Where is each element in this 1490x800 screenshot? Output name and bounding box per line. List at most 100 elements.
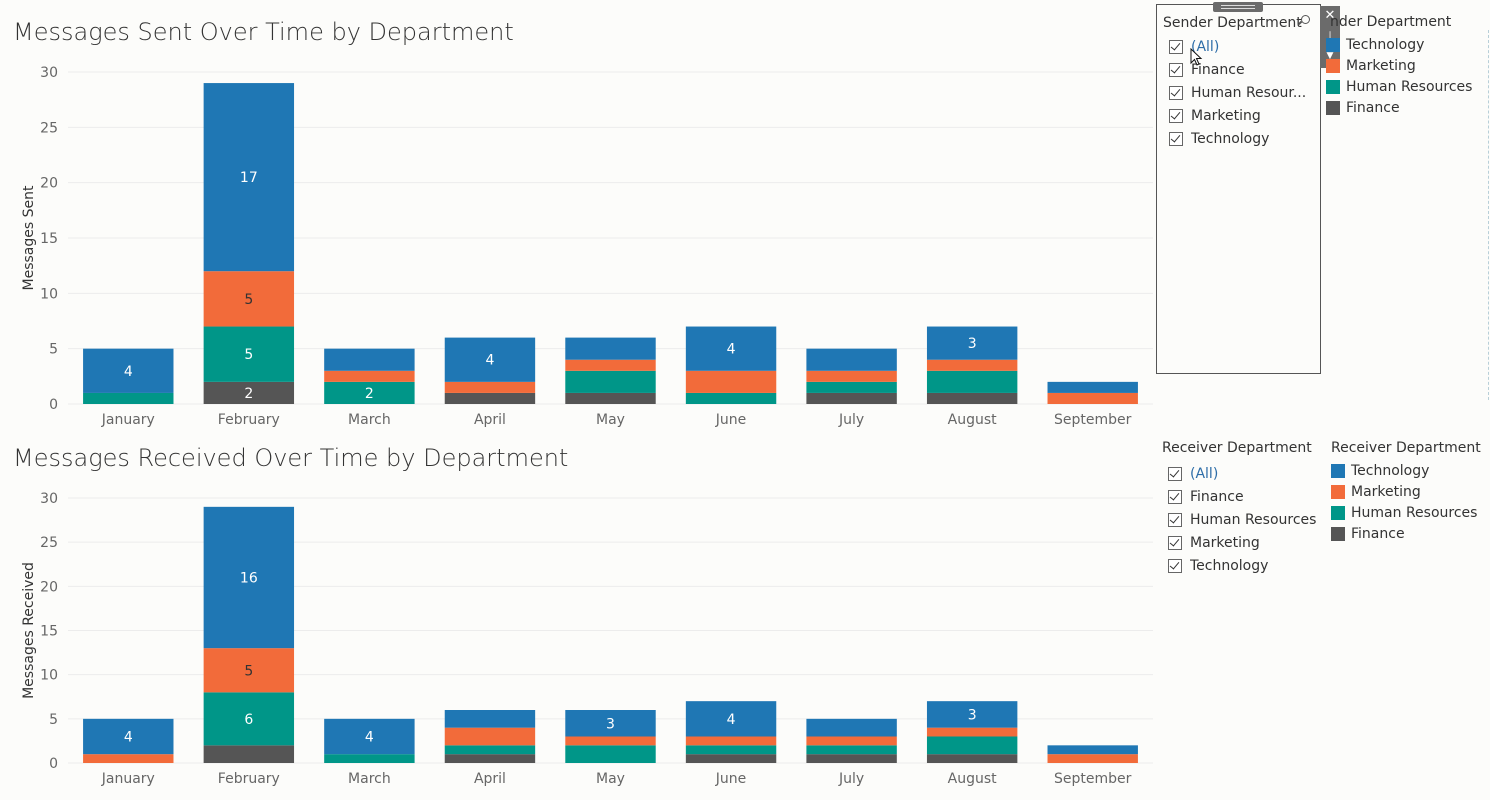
- dashboard-edge-divider: [1488, 30, 1489, 400]
- bar-segment[interactable]: [565, 392, 656, 404]
- checkbox[interactable]: [1168, 535, 1182, 550]
- bar-segment[interactable]: [926, 701, 1018, 728]
- filter-option[interactable]: Marketing: [1169, 104, 1320, 127]
- bar-segment[interactable]: [83, 718, 174, 755]
- y-tick-label: 25: [40, 120, 58, 136]
- bar-segment[interactable]: [806, 736, 897, 746]
- bar-segment[interactable]: [685, 701, 777, 737]
- bar-segment[interactable]: [565, 359, 656, 371]
- bar-segment[interactable]: [926, 754, 1018, 763]
- bar-segment[interactable]: [203, 745, 295, 763]
- bar-segment[interactable]: [926, 326, 1018, 360]
- bar-segment[interactable]: [1047, 381, 1138, 393]
- filter-option[interactable]: Marketing: [1168, 531, 1321, 554]
- y-tick-label: 20: [40, 176, 58, 192]
- bar-segment[interactable]: [685, 745, 777, 755]
- bar-segment[interactable]: [444, 392, 536, 404]
- dropdown-menu-icon[interactable]: ▼: [1326, 51, 1334, 61]
- legend-item[interactable]: Finance: [1326, 97, 1486, 118]
- filter-option-label: Human Resour...: [1191, 84, 1307, 101]
- bar-segment[interactable]: [444, 337, 536, 382]
- legend-item[interactable]: Technology: [1326, 34, 1486, 55]
- bar-segment[interactable]: [685, 392, 777, 404]
- bar-segment[interactable]: [1047, 392, 1138, 404]
- bar-segment[interactable]: [926, 727, 1018, 737]
- bar-segment[interactable]: [444, 727, 536, 746]
- sender-department-filter[interactable]: Sender Department (All) Finance Human Reso…: [1156, 2, 1321, 374]
- bar-segment[interactable]: [806, 348, 897, 371]
- bar-segment[interactable]: [444, 710, 536, 728]
- bar-segment[interactable]: [324, 370, 415, 382]
- bar-segment[interactable]: [324, 718, 415, 755]
- bar-segment[interactable]: [926, 736, 1018, 755]
- checkbox[interactable]: [1169, 39, 1183, 54]
- drag-grip-icon[interactable]: [1213, 2, 1263, 12]
- bar-segment[interactable]: [203, 326, 295, 382]
- legend-item[interactable]: Marketing: [1326, 55, 1486, 76]
- checkbox[interactable]: [1169, 62, 1183, 77]
- bar-segment[interactable]: [203, 83, 295, 272]
- close-icon[interactable]: ✕: [1324, 8, 1336, 23]
- bar-segment[interactable]: [806, 381, 897, 393]
- bar-segment[interactable]: [685, 370, 777, 393]
- bar-segment[interactable]: [83, 348, 174, 393]
- legend-item[interactable]: Finance: [1331, 523, 1490, 544]
- bar-segment[interactable]: [565, 370, 656, 393]
- data-label: 3: [968, 707, 977, 723]
- checkbox[interactable]: [1169, 108, 1183, 123]
- legend-item[interactable]: Human Resources: [1331, 502, 1490, 523]
- bar-segment[interactable]: [324, 381, 415, 404]
- bar-segment[interactable]: [806, 754, 897, 763]
- bar-segment[interactable]: [203, 692, 295, 746]
- checkbox[interactable]: [1168, 466, 1182, 481]
- bar-segment[interactable]: [203, 271, 295, 327]
- filter-option[interactable]: Technology: [1168, 554, 1321, 577]
- receiver-department-filter[interactable]: Receiver Department (All) Finance Human Re…: [1156, 430, 1321, 800]
- checkbox[interactable]: [1169, 85, 1183, 100]
- filter-option[interactable]: Human Resources: [1168, 508, 1321, 531]
- legend-item[interactable]: Technology: [1331, 460, 1490, 481]
- bar-segment[interactable]: [565, 736, 656, 746]
- bar-segment[interactable]: [83, 754, 174, 763]
- x-tick-label: September: [1054, 771, 1132, 787]
- bar-segment[interactable]: [444, 381, 536, 393]
- bar-segment[interactable]: [926, 392, 1018, 404]
- filter-option[interactable]: Human Resour...: [1169, 81, 1320, 104]
- bar-segment[interactable]: [1047, 745, 1138, 755]
- bar-segment[interactable]: [203, 381, 295, 404]
- bar-segment[interactable]: [685, 326, 777, 371]
- filter-option[interactable]: Finance: [1168, 485, 1321, 508]
- bar-segment[interactable]: [1047, 754, 1138, 763]
- bar-segment[interactable]: [565, 337, 656, 360]
- bar-segment[interactable]: [685, 736, 777, 746]
- search-icon[interactable]: [1301, 15, 1310, 24]
- bar-segment[interactable]: [565, 745, 656, 763]
- bar-segment[interactable]: [444, 754, 536, 763]
- checkbox[interactable]: [1168, 512, 1182, 527]
- filter-option[interactable]: Technology: [1169, 127, 1320, 150]
- legend-item[interactable]: Human Resources: [1326, 76, 1486, 97]
- legend-item[interactable]: Marketing: [1331, 481, 1490, 502]
- checkbox[interactable]: [1169, 131, 1183, 146]
- bar-segment[interactable]: [806, 392, 897, 404]
- bar-segment[interactable]: [806, 370, 897, 382]
- bar-segment[interactable]: [203, 648, 295, 693]
- bar-segment[interactable]: [83, 392, 174, 404]
- bar-segment[interactable]: [444, 745, 536, 755]
- bar-segment[interactable]: [806, 718, 897, 737]
- bar-segment[interactable]: [203, 506, 295, 649]
- bar-segment[interactable]: [926, 370, 1018, 393]
- bar-segment[interactable]: [926, 359, 1018, 371]
- bar-segment[interactable]: [324, 348, 415, 371]
- bar-segment[interactable]: [324, 754, 415, 763]
- pin-icon[interactable]: ⊥: [1325, 29, 1335, 42]
- bar-segment[interactable]: [685, 754, 777, 763]
- filter-option[interactable]: (All): [1169, 35, 1320, 58]
- bar-segment[interactable]: [806, 745, 897, 755]
- filter-option[interactable]: (All): [1168, 462, 1321, 485]
- filter-option[interactable]: Finance: [1169, 58, 1320, 81]
- checkbox[interactable]: [1168, 489, 1182, 504]
- bar-segment[interactable]: [565, 710, 656, 737]
- legend-label: Human Resources: [1346, 78, 1473, 95]
- checkbox[interactable]: [1168, 558, 1182, 573]
